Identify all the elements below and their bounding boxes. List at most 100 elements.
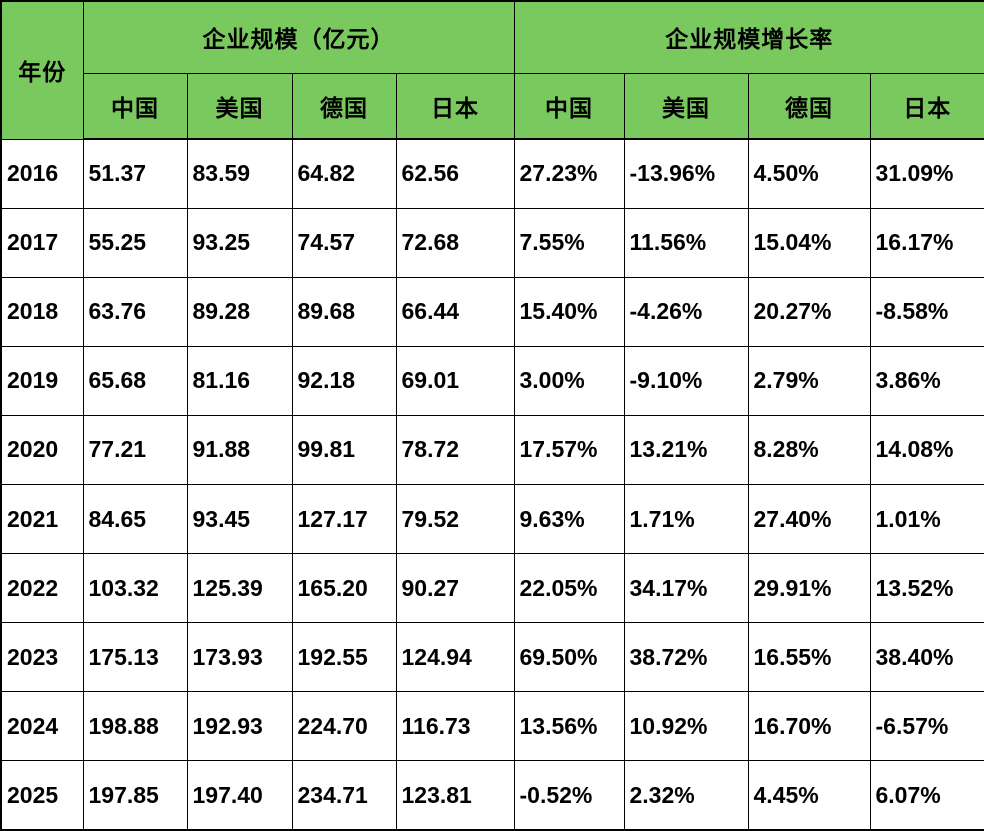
scale-cell: 197.40 — [186, 760, 293, 831]
growth-cell: 34.17% — [623, 553, 749, 624]
growth-col-japan: 日本 — [869, 72, 984, 140]
scale-cell: 89.68 — [291, 276, 397, 347]
growth-cell: 2.32% — [623, 760, 749, 831]
scale-cell: 89.28 — [186, 276, 293, 347]
growth-cell: 10.92% — [623, 691, 749, 762]
year-cell: 2019 — [0, 345, 84, 416]
scale-cell: 116.73 — [395, 691, 515, 762]
table-row: 2021 84.65 93.45 127.17 79.52 9.63% 1.71… — [0, 483, 984, 555]
year-cell: 2016 — [0, 138, 84, 209]
growth-col-germany: 德国 — [747, 72, 871, 140]
growth-cell: 16.17% — [869, 207, 984, 278]
year-cell: 2021 — [0, 483, 84, 555]
group-header-row: 年份 企业规模（亿元） 企业规模增长率 — [0, 0, 984, 140]
growth-cell: 27.23% — [513, 138, 625, 209]
growth-cell: 69.50% — [513, 622, 625, 693]
scale-cell: 77.21 — [82, 414, 188, 485]
scale-cell: 93.45 — [186, 483, 293, 555]
growth-cell: -8.58% — [869, 276, 984, 347]
scale-col-germany: 德国 — [291, 72, 397, 140]
growth-cell: 31.09% — [869, 138, 984, 209]
growth-cell: 13.21% — [623, 414, 749, 485]
year-cell: 2023 — [0, 622, 84, 693]
scale-cell: 124.94 — [395, 622, 515, 693]
scale-cell: 84.65 — [82, 483, 188, 555]
growth-group-header: 企业规模增长率 — [513, 0, 984, 74]
scale-cell: 69.01 — [395, 345, 515, 416]
year-cell: 2025 — [0, 760, 84, 831]
growth-cell: 7.55% — [513, 207, 625, 278]
growth-cell: 22.05% — [513, 553, 625, 624]
growth-cell: -4.26% — [623, 276, 749, 347]
year-cell: 2017 — [0, 207, 84, 278]
growth-cell: 15.04% — [747, 207, 871, 278]
growth-col-china: 中国 — [513, 72, 625, 140]
growth-cell: 1.71% — [623, 483, 749, 555]
growth-cell: 3.00% — [513, 345, 625, 416]
scale-cell: 99.81 — [291, 414, 397, 485]
table-body: 2016 51.37 83.59 64.82 62.56 27.23% -13.… — [0, 138, 984, 831]
scale-cell: 125.39 — [186, 553, 293, 624]
growth-cell: 29.91% — [747, 553, 871, 624]
table-row: 2017 55.25 93.25 74.57 72.68 7.55% 11.56… — [0, 207, 984, 278]
growth-cell: -6.57% — [869, 691, 984, 762]
scale-group-header: 企业规模（亿元） — [82, 0, 515, 74]
growth-cell: 38.72% — [623, 622, 749, 693]
year-cell: 2020 — [0, 414, 84, 485]
growth-cell: -13.96% — [623, 138, 749, 209]
scale-col-china: 中国 — [82, 72, 188, 140]
scale-cell: 123.81 — [395, 760, 515, 831]
scale-cell: 83.59 — [186, 138, 293, 209]
scale-col-usa: 美国 — [186, 72, 293, 140]
table-row: 2019 65.68 81.16 92.18 69.01 3.00% -9.10… — [0, 345, 984, 416]
table-row: 2025 197.85 197.40 234.71 123.81 -0.52% … — [0, 760, 984, 831]
scale-cell: 192.93 — [186, 691, 293, 762]
scale-cell: 64.82 — [291, 138, 397, 209]
growth-cell: 3.86% — [869, 345, 984, 416]
scale-cell: 55.25 — [82, 207, 188, 278]
scale-cell: 224.70 — [291, 691, 397, 762]
table-row: 2024 198.88 192.93 224.70 116.73 13.56% … — [0, 691, 984, 762]
scale-cell: 92.18 — [291, 345, 397, 416]
growth-cell: 13.52% — [869, 553, 984, 624]
scale-cell: 175.13 — [82, 622, 188, 693]
year-cell: 2022 — [0, 553, 84, 624]
scale-cell: 63.76 — [82, 276, 188, 347]
growth-cell: 14.08% — [869, 414, 984, 485]
growth-cell: 11.56% — [623, 207, 749, 278]
year-cell: 2018 — [0, 276, 84, 347]
growth-cell: -0.52% — [513, 760, 625, 831]
growth-cell: 27.40% — [747, 483, 871, 555]
growth-col-usa: 美国 — [623, 72, 749, 140]
country-header-row: 中国 美国 德国 日本 中国 美国 德国 日本 — [1, 72, 984, 140]
scale-cell: 79.52 — [395, 483, 515, 555]
growth-cell: 16.55% — [747, 622, 871, 693]
growth-cell: 13.56% — [513, 691, 625, 762]
growth-cell: 1.01% — [869, 483, 984, 555]
scale-cell: 165.20 — [291, 553, 397, 624]
table-row: 2020 77.21 91.88 99.81 78.72 17.57% 13.2… — [0, 414, 984, 485]
table-row: 2016 51.37 83.59 64.82 62.56 27.23% -13.… — [0, 138, 984, 209]
year-column-header: 年份 — [0, 0, 84, 140]
scale-cell: 173.93 — [186, 622, 293, 693]
growth-cell: 15.40% — [513, 276, 625, 347]
scale-cell: 62.56 — [395, 138, 515, 209]
scale-cell: 234.71 — [291, 760, 397, 831]
scale-cell: 103.32 — [82, 553, 188, 624]
scale-cell: 198.88 — [82, 691, 188, 762]
growth-cell: 2.79% — [747, 345, 871, 416]
scale-cell: 127.17 — [291, 483, 397, 555]
scale-cell: 90.27 — [395, 553, 515, 624]
growth-cell: 38.40% — [869, 622, 984, 693]
growth-cell: 16.70% — [747, 691, 871, 762]
table-row: 2018 63.76 89.28 89.68 66.44 15.40% -4.2… — [0, 276, 984, 347]
year-cell: 2024 — [0, 691, 84, 762]
scale-cell: 65.68 — [82, 345, 188, 416]
scale-cell: 78.72 — [395, 414, 515, 485]
scale-cell: 51.37 — [82, 138, 188, 209]
scale-cell: 91.88 — [186, 414, 293, 485]
scale-cell: 66.44 — [395, 276, 515, 347]
growth-cell: 4.50% — [747, 138, 871, 209]
table-row: 2023 175.13 173.93 192.55 124.94 69.50% … — [0, 622, 984, 693]
